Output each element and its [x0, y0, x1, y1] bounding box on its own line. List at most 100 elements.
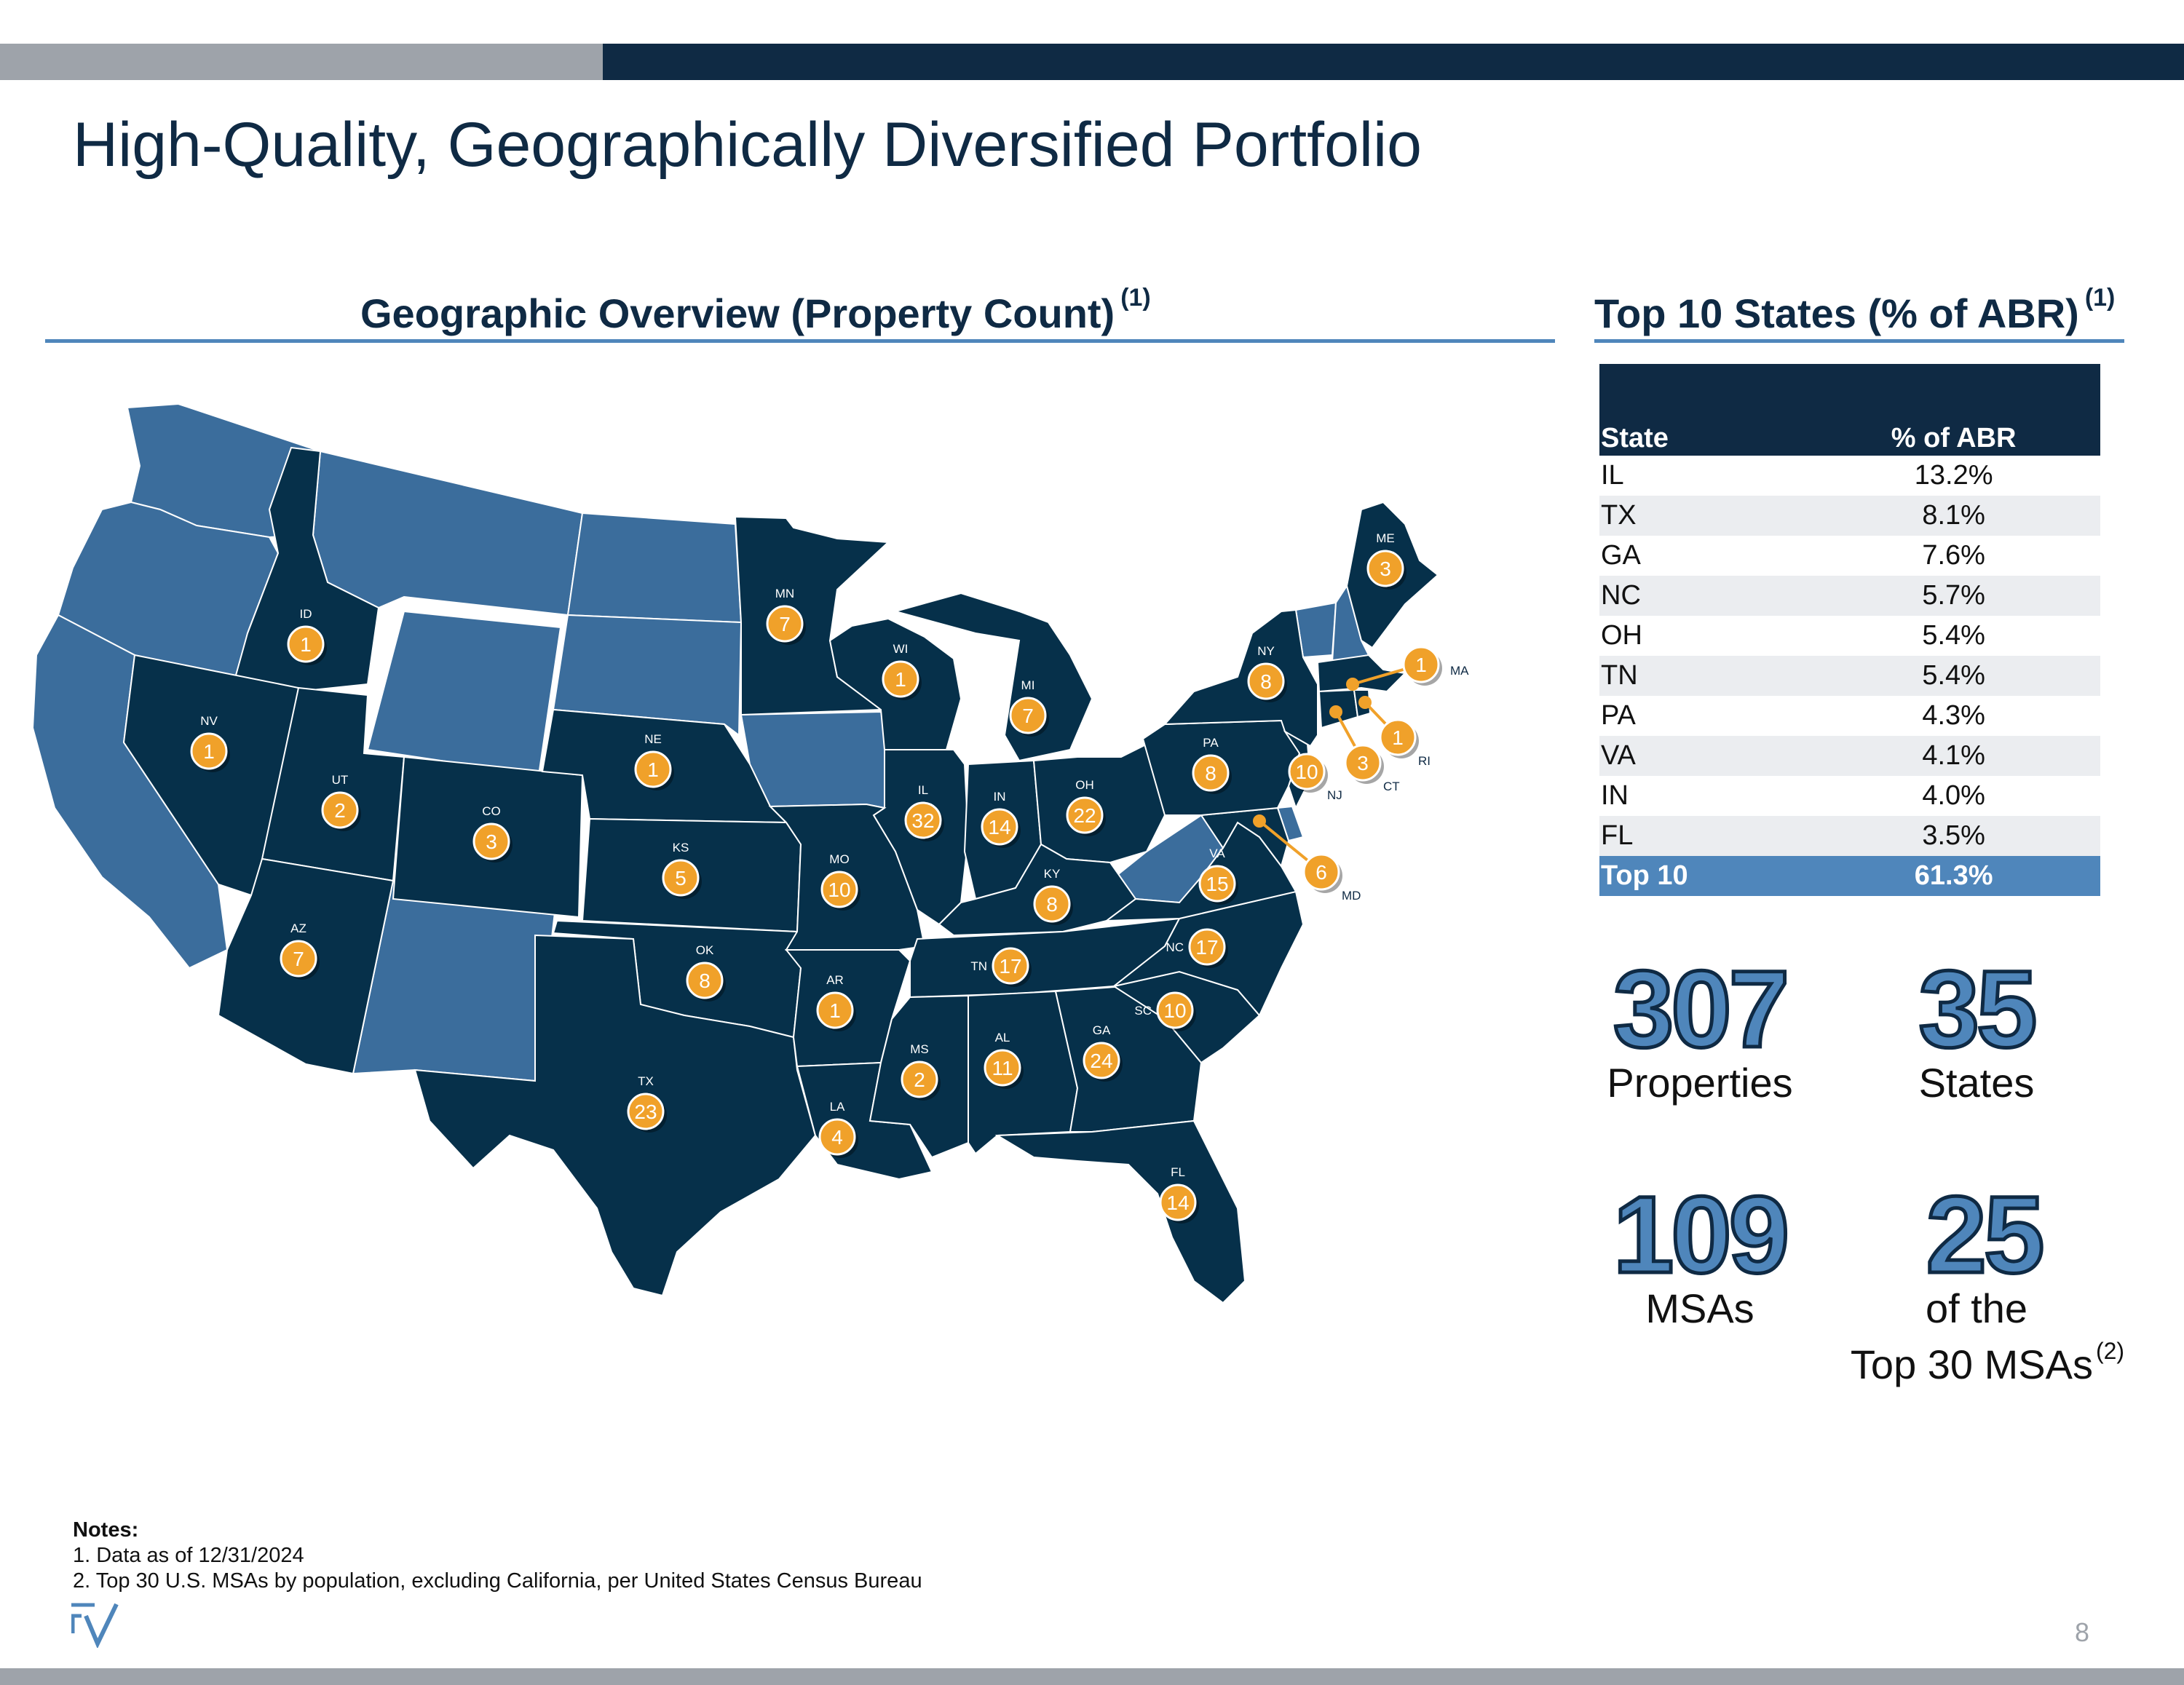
cell-pct: 13.2% [1914, 460, 1993, 491]
marker-state-label: TX [638, 1074, 654, 1088]
table-row: OH 5.4% [1599, 616, 2100, 656]
cell-state: TN [1599, 656, 1808, 696]
stat-top-msas-label-line1: of the [1925, 1285, 2028, 1331]
marker-count: 15 [1206, 873, 1228, 895]
marker-dot [1033, 885, 1071, 923]
table-row: TX 8.1% [1599, 496, 2100, 536]
note-line: 2. Top 30 U.S. MSAs by population, exclu… [73, 1569, 922, 1593]
map-section-heading: Geographic Overview (Property Count) (1) [360, 284, 1151, 336]
stat-top-msas-value: 25 [1924, 1172, 2046, 1298]
marker-state-label: OH [1075, 778, 1094, 792]
marker-count: 23 [634, 1101, 657, 1123]
state-new-york [1163, 608, 1318, 748]
map-footnote-ref: (1) [1120, 284, 1151, 312]
marker-count: 17 [1195, 936, 1218, 959]
marker-dot [321, 791, 359, 829]
map-marker-md: 6 MD [1302, 853, 1361, 903]
map-marker-nc: 17 NC [1166, 928, 1228, 968]
top10-states-table: State % of ABR IL 13.2% TX 8.1% GA 7.6% NC 5… [1599, 364, 2100, 896]
state-montana [312, 450, 584, 616]
map-marker-me: 3 ME [1366, 531, 1406, 590]
state-florida [994, 1119, 1246, 1304]
marker-dot [816, 991, 854, 1029]
marker-dot [1083, 1042, 1120, 1079]
notes: Notes: 1. Data as of 12/31/2024 2. Top 3… [73, 1518, 922, 1594]
cell-pct: 4.1% [1807, 736, 2100, 776]
marker-count: 3 [486, 830, 497, 853]
map-marker-co: 3 CO [472, 804, 513, 863]
page-number: 8 [2075, 1617, 2090, 1647]
marker-state-label: NJ [1327, 788, 1342, 802]
marker-dot [904, 801, 942, 839]
cell-pct: 7.6% [1922, 540, 1985, 571]
marker-count: 10 [1163, 999, 1186, 1022]
marker-dot [984, 1049, 1021, 1087]
notes-heading: Notes: [73, 1518, 139, 1542]
map-marker-sc: 10 SC [1134, 991, 1196, 1031]
map-marker-mi: 7 MI [1009, 678, 1049, 737]
stat-properties-value: 307 [1611, 946, 1791, 1072]
marker-state-label: MA [1450, 664, 1469, 678]
stat-states-label: States [1918, 1060, 2035, 1106]
cell-state: IN [1601, 780, 1629, 811]
cell-state: OH [1601, 620, 1642, 651]
marker-state-label: VA [1209, 847, 1225, 860]
map-marker-tx: 23 TX [627, 1074, 667, 1133]
marker-state-label: FL [1171, 1165, 1185, 1179]
marker-count: 24 [1090, 1050, 1112, 1072]
marker-count: 22 [1073, 804, 1096, 827]
marker-dot [882, 660, 919, 698]
marker-dot [1192, 754, 1230, 792]
note-line: 1. Data as of 12/31/2024 [73, 1544, 304, 1567]
map-marker-az: 7 AZ [280, 921, 320, 980]
marker-count: 1 [647, 758, 659, 781]
marker-dot [1247, 662, 1285, 700]
cell-state: PA [1601, 700, 1636, 731]
cell-state: IL [1601, 460, 1624, 491]
header-bar-gray [0, 44, 603, 80]
stat-msas-label: MSAs [1645, 1285, 1754, 1331]
marker-count: 1 [203, 740, 215, 763]
marker-state-label: LA [830, 1100, 845, 1114]
marker-state-label: ID [300, 607, 312, 621]
slide-title: High-Quality, Geographically Diversified… [73, 110, 1422, 180]
state-idaho [228, 446, 380, 700]
col-header-pct: % of ABR [1807, 364, 2100, 456]
marker-state-label: AL [995, 1031, 1010, 1044]
marker-state-label: MN [775, 587, 794, 600]
marker-dot [820, 871, 858, 908]
marker-state-label: NY [1257, 644, 1275, 658]
marker-state-label: AR [826, 973, 844, 987]
marker-count: 1 [829, 999, 841, 1022]
stat-properties-label: Properties [1607, 1060, 1793, 1106]
map-marker-ct: 3 CT [1344, 744, 1400, 793]
cell-state: VA [1599, 736, 1808, 776]
company-logo-icon [71, 1603, 119, 1648]
marker-dot [981, 808, 1018, 846]
map-marker-ks: 5 KS [662, 841, 702, 899]
table-row: NC 5.7% [1599, 576, 2100, 616]
marker-dot [1288, 753, 1326, 790]
table-row: IL 13.2% [1599, 456, 2100, 496]
table-footnote-ref: (1) [2084, 284, 2116, 312]
stat-msas-value: 109 [1611, 1172, 1791, 1298]
map-marker-wi: 1 WI [882, 642, 922, 700]
marker-dot [190, 732, 228, 770]
map-marker-mo: 10 MO [820, 852, 860, 911]
marker-count: 4 [831, 1126, 843, 1149]
map-section-rule [45, 339, 1555, 343]
marker-count: 17 [999, 955, 1021, 978]
marker-state-label: NV [200, 714, 218, 728]
state-wyoming [366, 610, 562, 777]
table-section-heading: Top 10 States (% of ABR) (1) [1594, 284, 2116, 336]
marker-dot [280, 940, 317, 978]
map-marker-ny: 8 NY [1247, 644, 1287, 702]
marker-state-label: NE [644, 732, 662, 746]
marker-state-label: CO [482, 804, 501, 818]
marker-dot [1188, 928, 1226, 966]
map-marker-pa: 8 PA [1192, 736, 1232, 794]
cell-pct: 5.7% [1807, 576, 2100, 616]
cell-pct: 5.4% [1807, 656, 2100, 696]
marker-count: 5 [675, 867, 687, 889]
marker-state-label: NC [1166, 940, 1184, 954]
